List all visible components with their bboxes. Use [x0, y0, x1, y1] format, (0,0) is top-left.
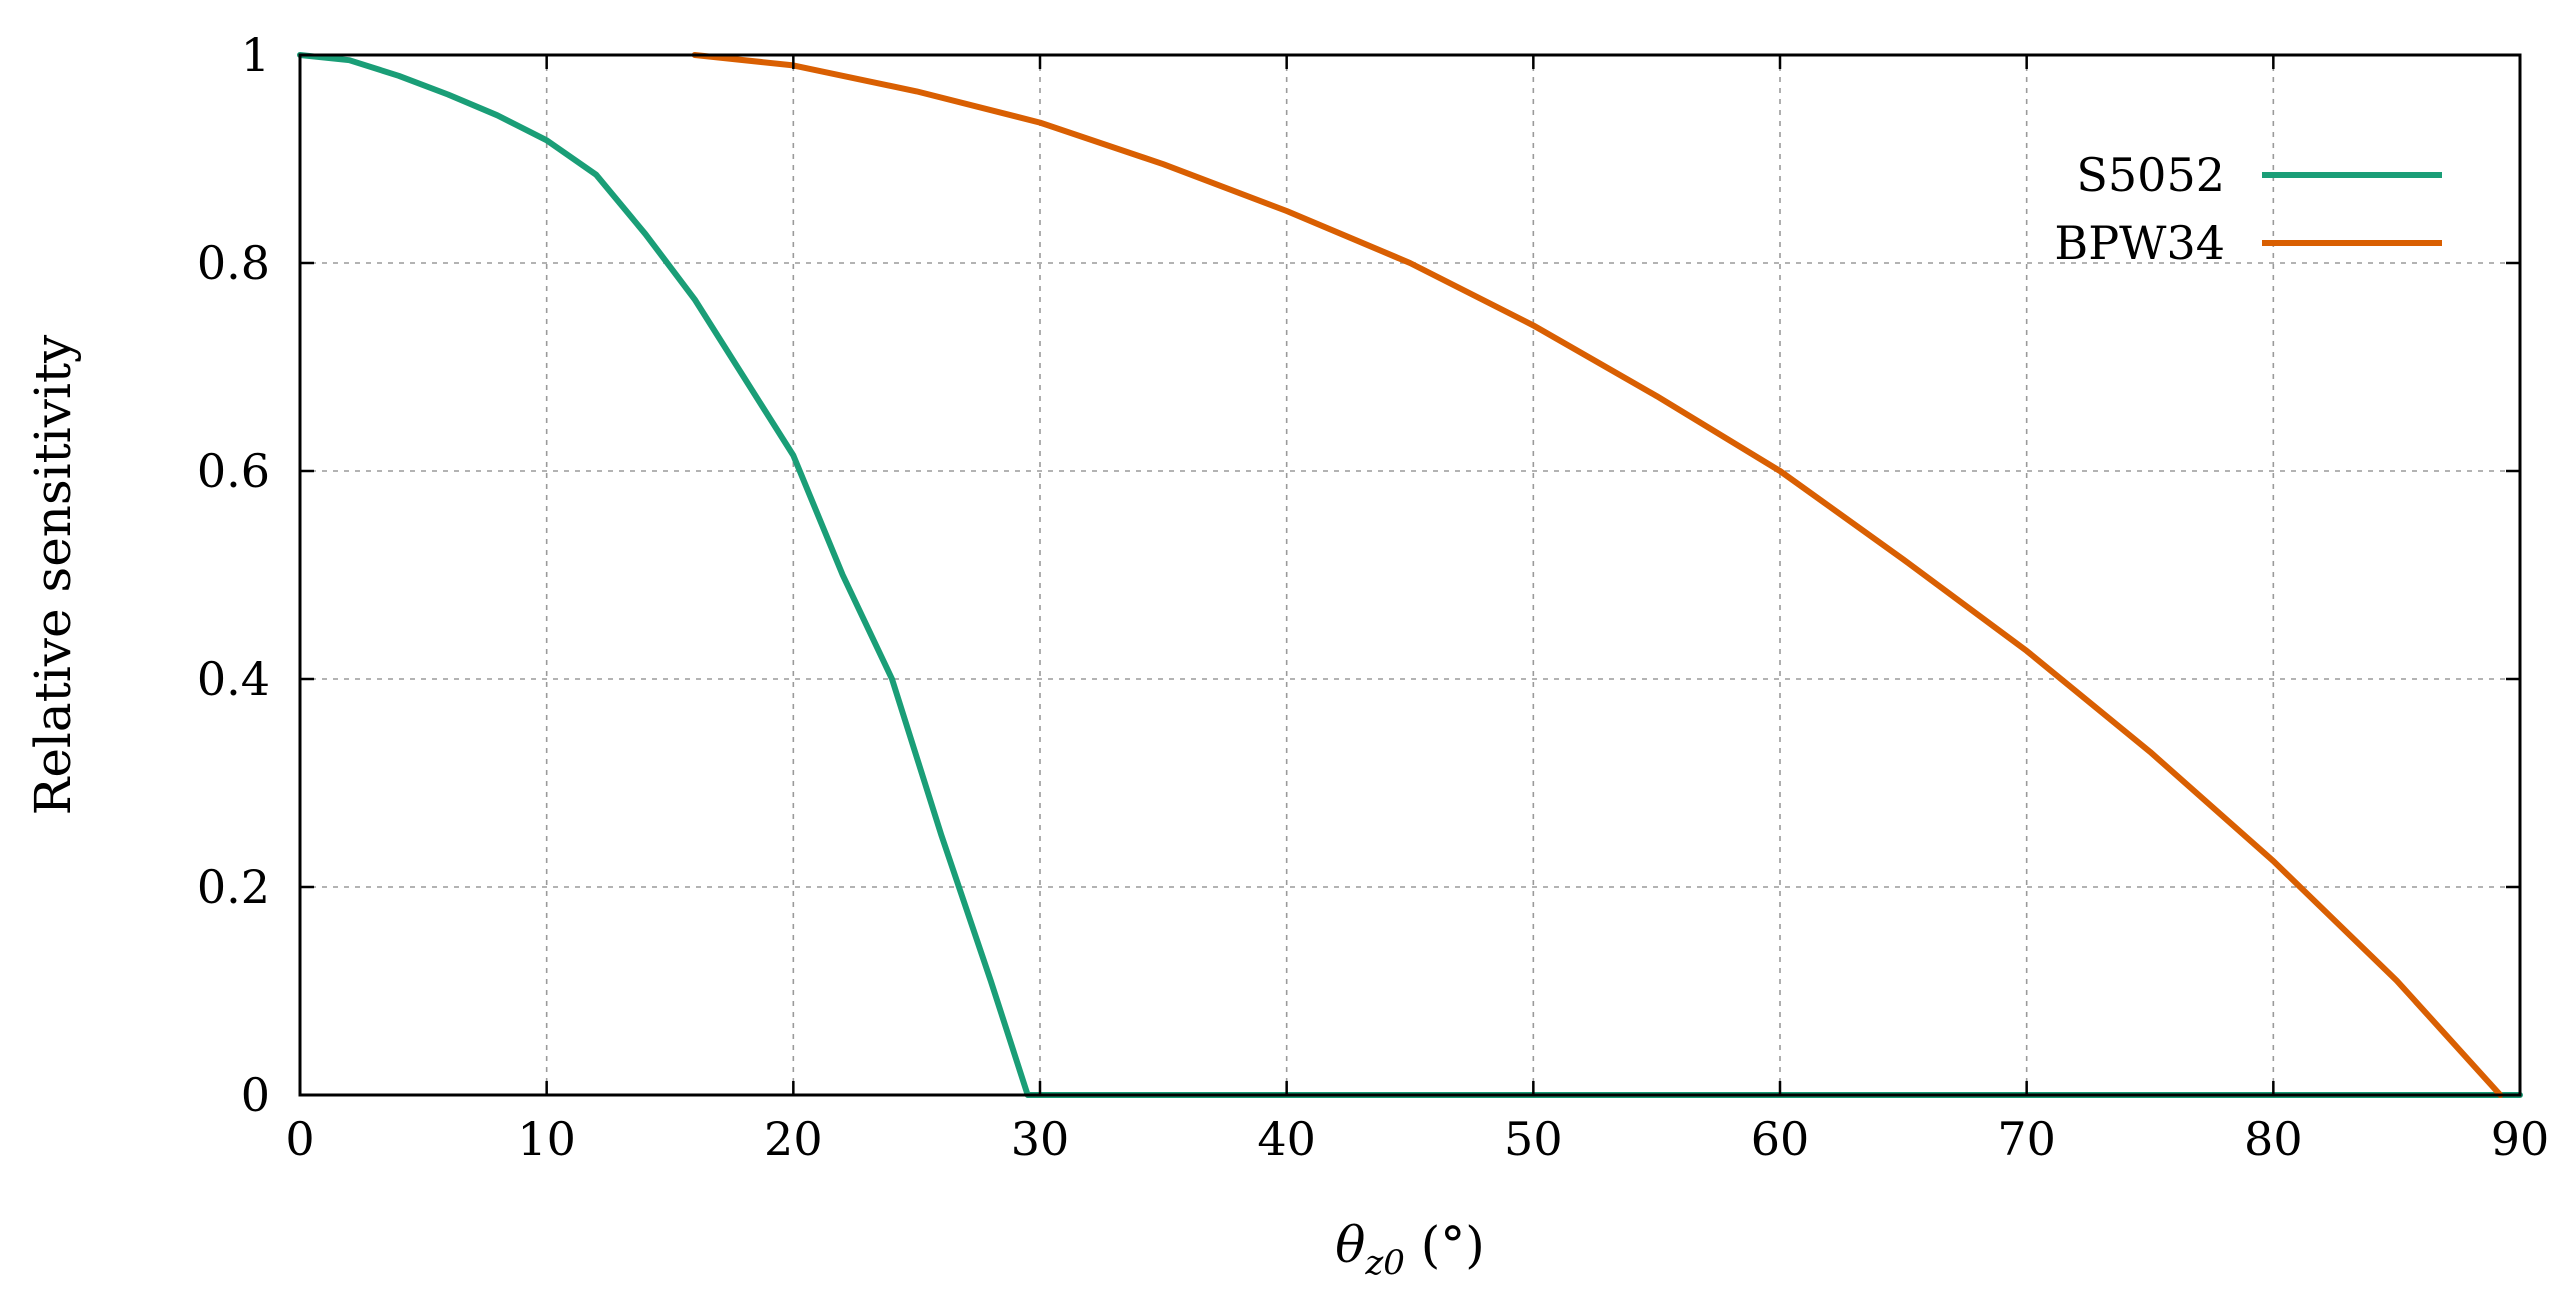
series-line-s5052 — [297, 52, 2523, 1098]
y-tick-label: 0.6 — [197, 444, 270, 498]
x-tick-label: 80 — [2244, 1112, 2303, 1166]
x-axis-unit: (°) — [1405, 1216, 1485, 1274]
axis-ticks — [298, 53, 2522, 1097]
series-lines — [297, 52, 2523, 1098]
x-tick-label: 30 — [1011, 1112, 1070, 1166]
plot-frame — [298, 53, 2522, 1097]
x-tick-labels: 0 10 20 30 40 50 60 70 80 90 — [285, 1112, 2549, 1166]
x-tick-label: 0 — [285, 1112, 314, 1166]
x-tick-label: 90 — [2491, 1112, 2550, 1166]
x-tick-label: 20 — [764, 1112, 823, 1166]
x-axis-label: θz0 (°) — [1335, 1216, 1485, 1283]
x-tick-label: 70 — [1997, 1112, 2056, 1166]
x-axis-symbol: θ — [1335, 1216, 1365, 1274]
x-tick-label: 10 — [517, 1112, 576, 1166]
y-tick-label: 0 — [241, 1068, 270, 1122]
x-axis-subscript: z0 — [1364, 1243, 1405, 1283]
x-tick-label: 50 — [1504, 1112, 1563, 1166]
legend: S5052 BPW34 — [2054, 148, 2442, 270]
x-tick-label: 60 — [1751, 1112, 1810, 1166]
legend-label-bpw34: BPW34 — [2054, 216, 2225, 270]
y-tick-label: 1 — [241, 28, 270, 82]
grid-lines — [300, 55, 2520, 1095]
x-tick-label: 40 — [1257, 1112, 1316, 1166]
y-axis-label: Relative sensitivity — [24, 334, 82, 815]
y-tick-label: 0.2 — [197, 860, 270, 914]
y-tick-label: 0.4 — [197, 652, 270, 706]
legend-label-s5052: S5052 — [2076, 148, 2225, 202]
series-line-bpw34 — [691, 52, 2504, 1098]
y-tick-labels: 0 0.2 0.4 0.6 0.8 1 — [197, 28, 270, 1122]
y-tick-label: 0.8 — [197, 236, 270, 290]
